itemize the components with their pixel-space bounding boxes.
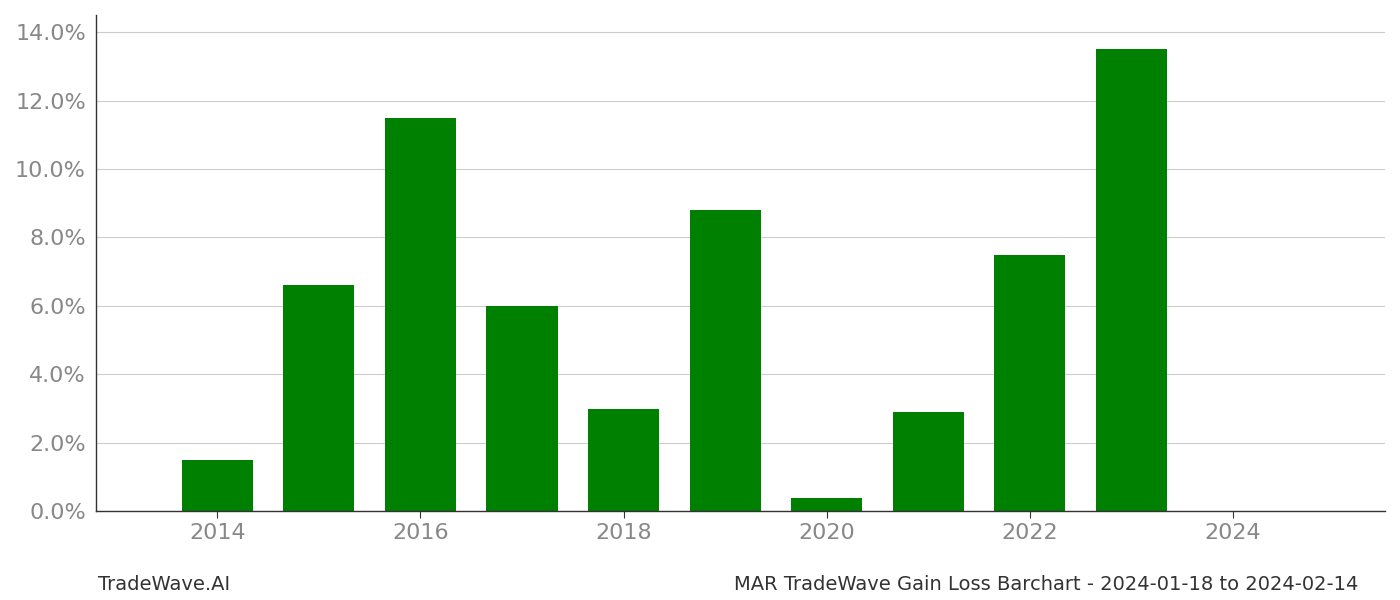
- Bar: [893, 412, 963, 511]
- Text: MAR TradeWave Gain Loss Barchart - 2024-01-18 to 2024-02-14: MAR TradeWave Gain Loss Barchart - 2024-…: [734, 575, 1358, 594]
- Bar: [283, 286, 354, 511]
- Bar: [182, 460, 253, 511]
- Bar: [385, 118, 456, 511]
- Bar: [588, 409, 659, 511]
- Bar: [1096, 49, 1166, 511]
- Bar: [690, 210, 760, 511]
- Text: TradeWave.AI: TradeWave.AI: [98, 575, 230, 594]
- Bar: [791, 497, 862, 511]
- Bar: [486, 306, 557, 511]
- Bar: [994, 254, 1065, 511]
